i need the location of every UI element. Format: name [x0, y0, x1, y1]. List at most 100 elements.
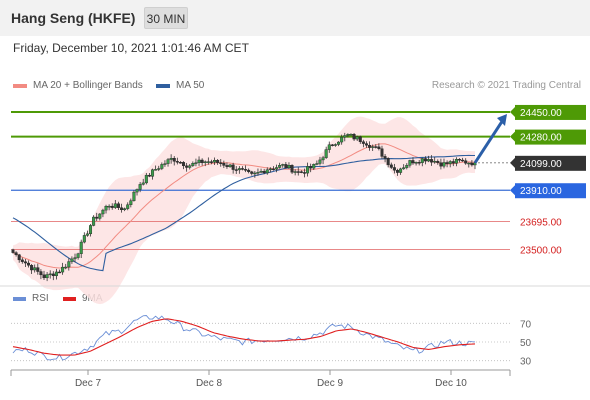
candle-up: [144, 174, 148, 184]
candle-down: [290, 165, 294, 173]
level-label-box-2: [515, 155, 586, 171]
candle-down: [110, 205, 114, 208]
candle-down: [411, 160, 415, 164]
candle-up: [337, 141, 341, 145]
candle-down: [330, 144, 334, 146]
legend-ma20-label: MA 20 + Bollinger Bands: [33, 80, 143, 91]
candle-down: [51, 273, 55, 277]
candle-down: [296, 171, 300, 173]
candle-up: [275, 167, 279, 170]
candle-up: [324, 149, 328, 158]
candle-up: [454, 159, 458, 164]
chart-header: Hang Seng (HKFE) 30 MIN: [0, 0, 590, 36]
candle-down: [234, 169, 238, 171]
candle-up: [113, 203, 117, 208]
candle-down: [20, 259, 24, 262]
level-label-box-1: [515, 129, 586, 145]
candle-up: [76, 253, 80, 258]
legend-ma50: MA 50: [156, 80, 204, 91]
candle-up: [420, 158, 424, 163]
bollinger-fill: [13, 116, 475, 305]
level-label-text-0: 24450.00: [520, 108, 562, 119]
legend-ma50-swatch: [156, 83, 170, 88]
candle-up: [343, 135, 347, 138]
candle-up: [163, 163, 167, 165]
rsi-tick-label-50: 50: [520, 338, 532, 349]
candle-down: [423, 158, 427, 162]
legend-rsi-swatch: [13, 296, 26, 301]
rsi-tick-label-70: 70: [520, 319, 532, 330]
candle-up: [281, 164, 285, 166]
candle-up: [132, 191, 136, 201]
candle-up: [346, 134, 350, 136]
forecast-arrow-head: [497, 113, 507, 126]
candle-down: [389, 164, 393, 168]
candle-down: [14, 252, 18, 255]
level-label-text-1: 24280.00: [520, 133, 562, 144]
candle-down: [250, 171, 254, 174]
candle-up: [228, 164, 232, 167]
candle-up: [48, 273, 52, 276]
candle-up: [293, 171, 297, 173]
candle-down: [39, 271, 43, 276]
timeframe-button[interactable]: 30 MIN: [144, 7, 188, 29]
candle-down: [302, 172, 306, 174]
candle-up: [135, 189, 139, 193]
candle-up: [203, 161, 207, 164]
candle-up: [371, 146, 375, 148]
candle-down: [464, 160, 468, 164]
candle-up: [85, 233, 89, 236]
candle-down: [116, 203, 120, 208]
candle-up: [442, 162, 446, 167]
candle-down: [247, 169, 251, 172]
level-label-text-2: 24099.00: [520, 159, 562, 170]
level-label-2: 24099.00: [510, 155, 586, 171]
candle-up: [169, 157, 173, 160]
candle-down: [200, 159, 204, 164]
candle-up: [160, 164, 164, 169]
level-label-pointer-3: [510, 185, 515, 196]
candle-up: [206, 161, 210, 163]
level-label-0: 24450.00: [510, 104, 586, 120]
candle-down: [445, 162, 449, 164]
candle-down: [299, 171, 303, 173]
candle-up: [318, 159, 322, 164]
level-label-3: 23910.00: [510, 183, 586, 199]
level-label-box-3: [515, 183, 586, 199]
candle-down: [352, 134, 356, 140]
candle-up: [126, 204, 130, 209]
candle-up: [448, 161, 452, 164]
candle-up: [154, 169, 158, 171]
candle-up: [213, 160, 217, 163]
candle-down: [175, 161, 179, 163]
candle-up: [402, 167, 406, 170]
candle-up: [64, 266, 68, 269]
candle-down: [182, 162, 186, 167]
candle-up: [312, 164, 316, 169]
candle-down: [11, 249, 15, 253]
candle-down: [358, 136, 362, 142]
candle-down: [147, 174, 151, 177]
candle-up: [129, 200, 133, 205]
level-label-pointer-2: [510, 157, 515, 168]
candle-up: [467, 162, 471, 165]
legend-rsi-ma-swatch: [63, 296, 76, 301]
candle-down: [361, 141, 365, 144]
candle-down: [30, 265, 34, 271]
candle-down: [172, 157, 176, 162]
x-tick-label-2: Dec 9: [317, 378, 344, 389]
candle-down: [271, 168, 275, 171]
candle-down: [23, 261, 27, 264]
candle-up: [306, 166, 310, 174]
rsi-line: [12, 315, 476, 361]
level-label-box-0: [515, 104, 586, 120]
candle-up: [157, 168, 161, 170]
rsi-tick-label-30: 30: [520, 357, 532, 368]
candle-up: [61, 266, 65, 273]
candle-down: [95, 216, 99, 219]
candle-up: [92, 216, 96, 226]
candle-down: [451, 161, 455, 164]
forecast-arrow-shaft: [473, 119, 505, 164]
candle-up: [237, 168, 241, 171]
